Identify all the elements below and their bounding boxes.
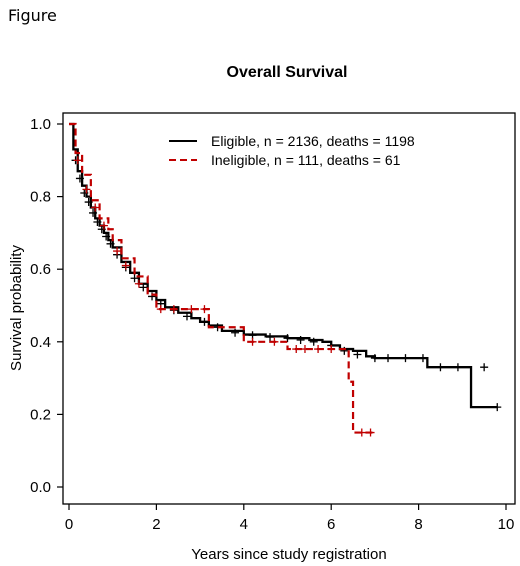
series-1-censor-mark [130, 274, 139, 283]
series-1-censor-mark [436, 363, 445, 372]
x-tick-label: 8 [414, 516, 422, 533]
series-2-censor-mark [187, 305, 196, 314]
plot-frame [62, 112, 516, 505]
series-1-censor-mark [89, 208, 98, 217]
series-1-censor-mark [75, 174, 84, 183]
x-tick-label: 10 [498, 516, 515, 533]
legend-label-1: Eligible, n = 2136, deaths = 1198 [211, 133, 415, 149]
x-tick-label: 6 [327, 516, 335, 533]
series-2-censor-mark [99, 221, 108, 230]
y-tick-label: 0.0 [30, 479, 51, 496]
series-2-censor-mark [357, 428, 366, 437]
x-tick-label: 0 [65, 516, 73, 533]
legend: Eligible, n = 2136, deaths = 1198 Ineligi… [169, 133, 415, 168]
series-1-censor-mark [182, 312, 191, 321]
series-1-censor-mark [231, 328, 240, 337]
series-1-censor-mark [418, 354, 427, 363]
y-tick-label: 0.4 [30, 334, 51, 351]
x-axis: 0 2 4 6 8 10 [65, 504, 515, 533]
series-1-censor-mark [309, 337, 318, 346]
x-axis-label: Years since study registration [191, 546, 386, 563]
y-axis: 0.0 0.2 0.4 0.6 0.8 1.0 [30, 116, 63, 496]
series-1-censor-mark [200, 317, 209, 326]
series-2-censor-mark [91, 203, 100, 212]
x-tick-label: 2 [152, 516, 160, 533]
chart-title: Overall Survival [226, 64, 348, 81]
series-1-censor-mark [102, 232, 111, 241]
series-2-censor-mark [134, 279, 143, 288]
series-2-censor-mark [248, 337, 257, 346]
series-2-censor-mark [82, 185, 91, 194]
y-tick-label: 0.2 [30, 406, 51, 423]
series-1-censor-mark [401, 354, 410, 363]
series-2-curve [69, 122, 375, 434]
series-2-censor-mark [270, 337, 279, 346]
series-2-censor-mark [169, 305, 178, 314]
y-tick-label: 0.8 [30, 189, 51, 206]
series-1-censor-mark [84, 198, 93, 207]
y-tick-label: 0.6 [30, 261, 51, 278]
series-1-censor-mark [480, 363, 489, 372]
series-1-censor-mark [353, 350, 362, 359]
series-1-censor-mark [106, 239, 115, 248]
series-1-censor-mark [453, 363, 462, 372]
series-1-censor-mark [370, 354, 379, 363]
series-1-censor-mark [296, 335, 305, 344]
series-1-censor-mark [283, 334, 292, 343]
series-1-censor-mark [384, 354, 393, 363]
series-2-censor-mark [300, 345, 309, 354]
series-1-censor-mark [93, 218, 102, 227]
series-1-censor-mark [266, 333, 275, 342]
series-1-curve [69, 122, 498, 409]
series-2-censor-mark [156, 305, 165, 314]
series-layer [69, 122, 502, 437]
series-2-censor-mark [121, 261, 130, 270]
figure-label: Figure [8, 6, 57, 25]
series-2-censor-mark [73, 156, 82, 165]
y-tick-label: 1.0 [30, 116, 51, 133]
series-2-censor-mark [200, 305, 209, 314]
x-tick-label: 4 [240, 516, 248, 533]
series-2-censor-mark [314, 345, 323, 354]
series-2-censor-mark [366, 428, 375, 437]
series-1-censor-mark [493, 403, 502, 412]
y-axis-label: Survival probability [8, 245, 25, 371]
series-1-censor-mark [139, 283, 148, 292]
series-2-censor-mark [113, 247, 122, 256]
series-2-censor-mark [292, 345, 301, 354]
series-2-censor-mark [327, 345, 336, 354]
legend-label-2: Ineligible, n = 111, deaths = 61 [211, 152, 401, 168]
